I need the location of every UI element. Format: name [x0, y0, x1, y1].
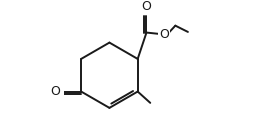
Text: O: O: [159, 28, 169, 41]
Text: O: O: [141, 0, 151, 13]
Text: O: O: [51, 85, 60, 98]
